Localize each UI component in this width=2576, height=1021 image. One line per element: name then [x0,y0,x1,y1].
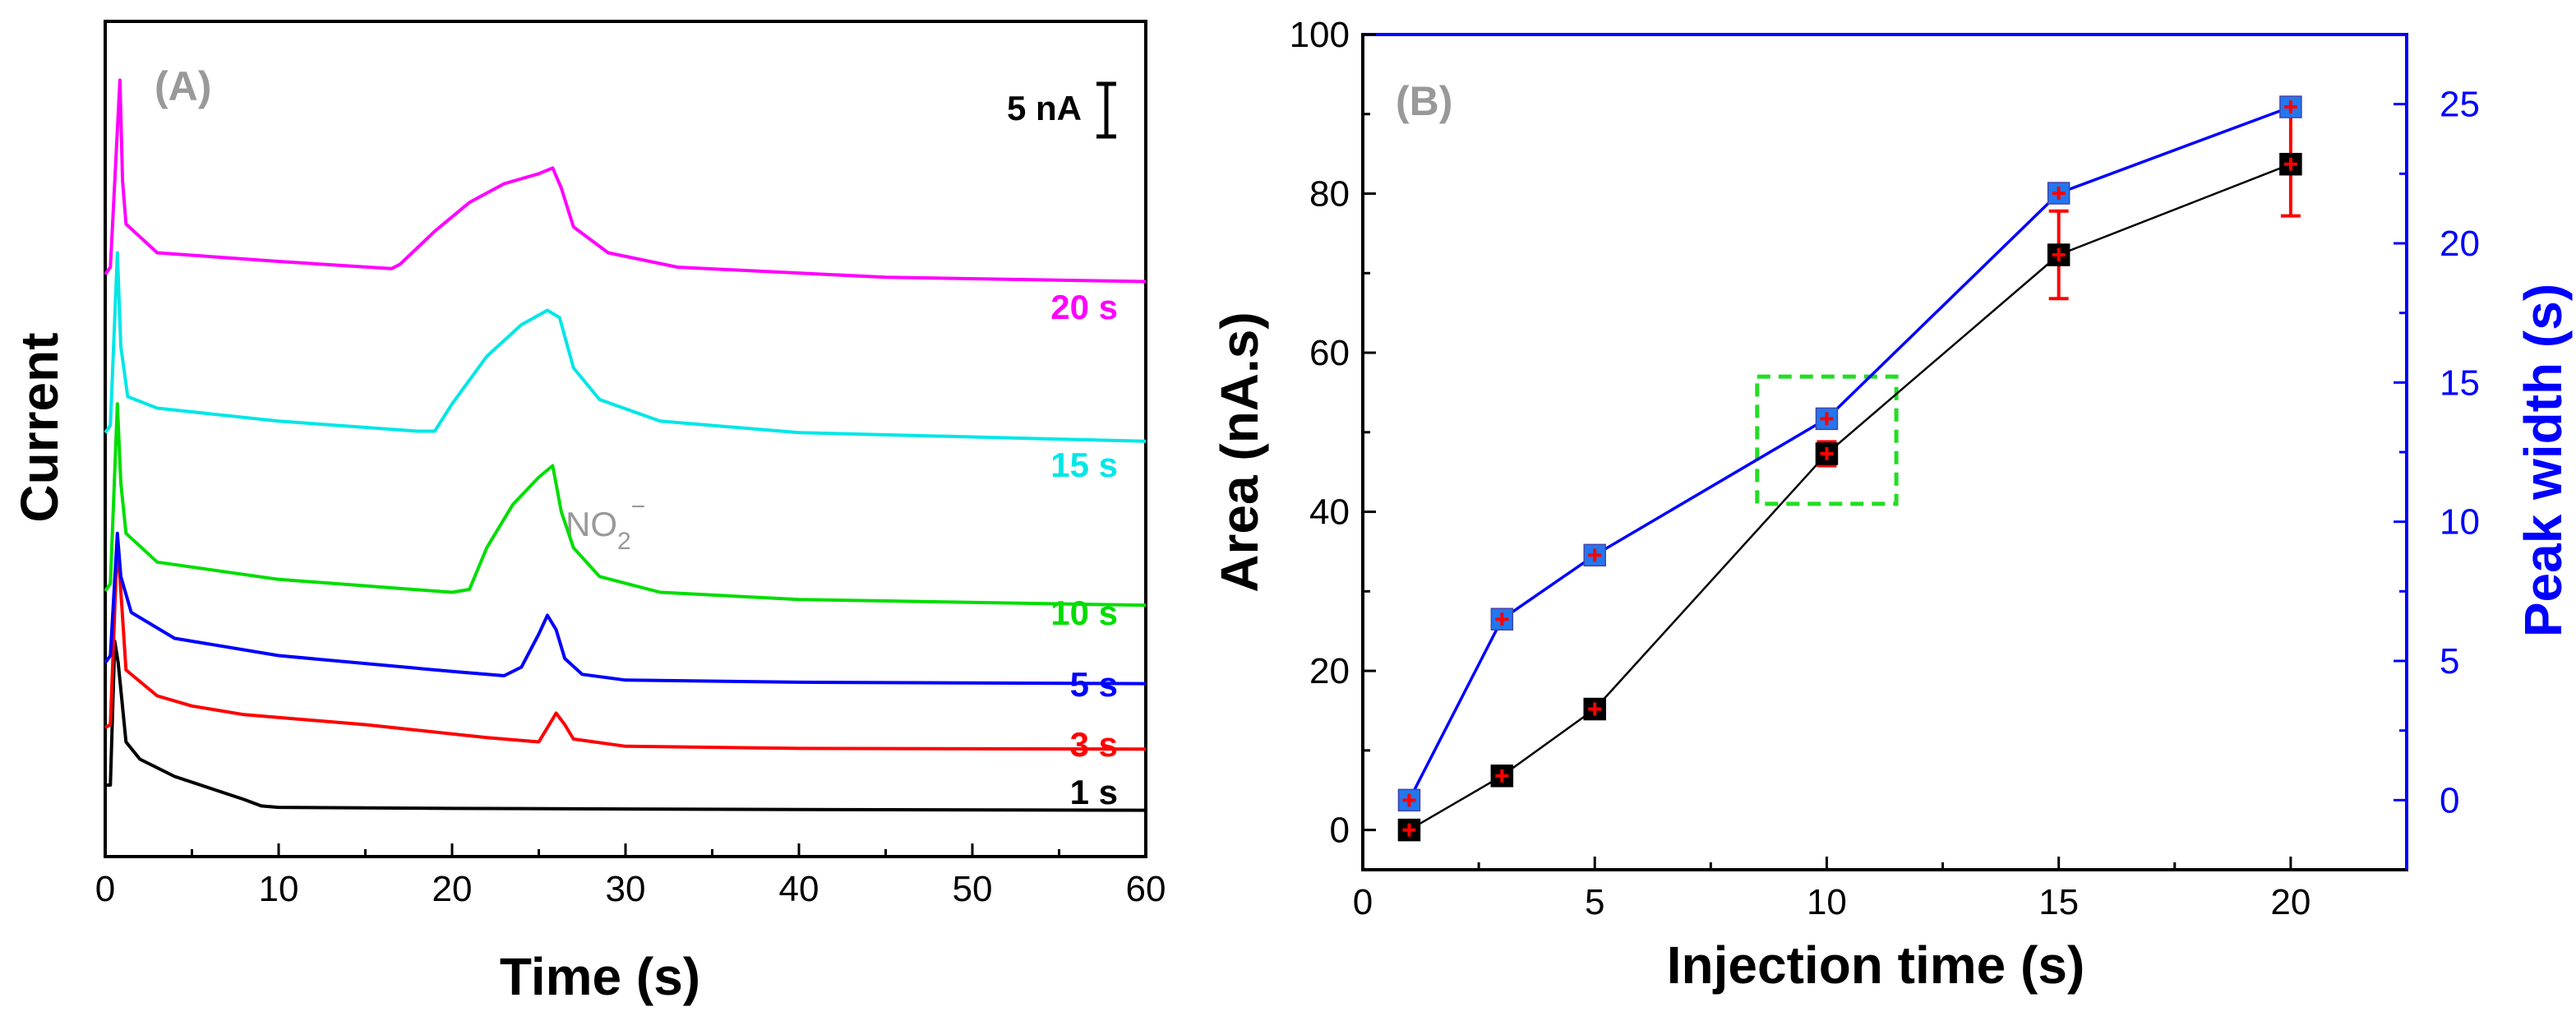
data-point-area [1583,697,1606,721]
panel-a-chart: (A) 5 nA NO2− 1 s 3 s 5 s 10 s 15 s 20 s 0 10 2… [10,20,1166,1006]
series-label-1s: 1 s [1070,773,1118,811]
trace-15s [104,251,1147,443]
series-line-area [1408,163,2292,831]
y-tick-label: 80 [1309,174,1350,215]
y-tick-label: 40 [1309,492,1350,533]
y2-tick-label: 10 [2440,502,2480,543]
series-label-20s: 20 s [1050,288,1118,326]
panel-a-traces [104,78,1147,812]
y2-tick-label: 0 [2440,780,2459,820]
trace-20s [104,78,1147,284]
y-tick-label: 100 [1290,15,1350,55]
x-tick-label: 5 [1585,882,1604,922]
panel-a-x-ticks: 0 10 20 30 40 50 60 [95,843,1166,909]
y2-tick-label: 20 [2440,224,2480,264]
x-tick-label: 30 [606,869,646,909]
trace-5s [104,531,1147,686]
y2-tick-label: 25 [2440,85,2480,125]
panel-b-frame [1361,33,2408,871]
y2-tick-label: 15 [2440,363,2480,403]
panel-b-y2-axis-title: Peak width (s) [2514,284,2573,637]
highlight-box [1755,374,1899,506]
panel-b-y-axis-title: Area (nA.s) [1210,312,1269,592]
panel-a-label: (A) [155,63,211,109]
trace-10s [104,402,1147,608]
panel-a-series-labels: 1 s 3 s 5 s 10 s 15 s 20 s [1050,288,1118,811]
series-label-5s: 5 s [1070,665,1118,704]
panel-a-y-axis-title: Current [10,332,69,522]
scale-bar-label: 5 nA [1007,89,1082,127]
y-tick-label: 20 [1309,651,1350,691]
x-tick-label: 0 [1353,882,1373,922]
trace-1s [105,640,1147,812]
scale-bar [1096,81,1116,139]
x-tick-label: 15 [2038,882,2079,922]
y2-tick-label: 5 [2440,641,2459,681]
x-tick-label: 10 [259,869,299,909]
x-tick-label: 60 [1126,869,1166,909]
series-label-15s: 15 s [1050,446,1118,484]
series-line-peak-width [1407,105,2292,802]
panel-b-series [1397,95,2302,842]
panel-b-ticks: 0 5 10 15 20 0 20 40 60 80 100 0 5 10 15 20 25 [1290,15,2480,922]
x-tick-label: 10 [1807,882,1847,922]
x-tick-label: 20 [2270,882,2311,922]
panel-b-label: (B) [1396,78,1452,124]
y-tick-label: 60 [1309,333,1350,373]
panel-b-chart: (B) 0 5 10 15 20 0 20 40 60 80 100 0 5 10 15 20 25 Injec… [1210,15,2573,995]
x-tick-label: 50 [953,869,993,909]
x-tick-label: 20 [432,869,473,909]
panel-b-x-axis-title: Injection time (s) [1667,936,2085,995]
panel-a-x-axis-title: Time (s) [500,947,700,1006]
series-label-3s: 3 s [1070,725,1118,764]
data-point-peak-width [1490,608,1514,631]
trace-3s [104,538,1147,751]
y-tick-label: 0 [1330,811,1350,851]
no2-annotation: NO2− [566,493,645,555]
x-tick-label: 0 [95,869,115,909]
x-tick-label: 40 [779,869,819,909]
series-label-10s: 10 s [1050,594,1118,632]
